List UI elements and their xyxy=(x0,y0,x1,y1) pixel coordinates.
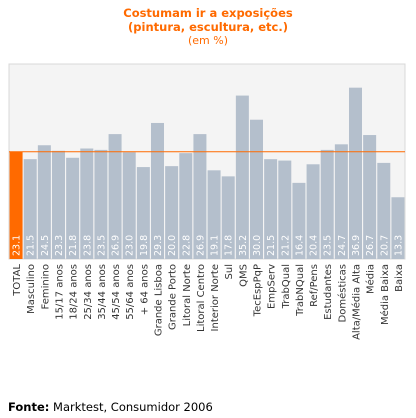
bar-17 xyxy=(250,119,263,259)
source-label: Fonte: xyxy=(8,400,50,414)
bar-16 xyxy=(235,95,249,259)
category-label-21: Ref/Pens xyxy=(309,264,320,307)
value-label-17: 30.0 xyxy=(252,235,263,256)
category-label-0: TOTAL xyxy=(12,264,23,297)
value-label-21: 20.4 xyxy=(309,235,320,256)
value-label-10: 29.3 xyxy=(153,235,164,256)
chart-title-line2: (pintura, escultura, etc.) xyxy=(128,20,288,34)
category-label-12: Litoral Norte xyxy=(182,264,193,326)
value-label-0: 23.1 xyxy=(12,235,23,256)
category-label-6: 35/44 anos xyxy=(97,264,108,320)
value-label-23: 24.7 xyxy=(337,235,348,256)
bar-6 xyxy=(94,149,108,259)
bar-14 xyxy=(207,170,221,259)
bar-3 xyxy=(52,150,65,259)
bar-0 xyxy=(9,151,23,259)
value-label-27: 13.3 xyxy=(393,235,404,256)
bar-13 xyxy=(193,134,207,259)
category-label-25: Média xyxy=(365,264,377,294)
bar-4 xyxy=(66,157,80,259)
bar-15 xyxy=(221,176,235,259)
category-label-23: Domésticas xyxy=(336,264,348,322)
source-text: Marktest, Consumidor 2006 xyxy=(53,400,213,414)
category-label-27: Baixa xyxy=(394,264,405,292)
category-label-26: Média Baixa xyxy=(379,264,391,325)
bar-1 xyxy=(23,159,37,259)
value-label-1: 21.5 xyxy=(26,235,37,256)
value-label-14: 19.1 xyxy=(210,235,221,256)
bar-9 xyxy=(136,167,150,259)
category-label-17: TecEspPqP xyxy=(253,264,264,317)
value-label-15: 17.8 xyxy=(224,235,235,256)
bar-18 xyxy=(264,159,278,259)
value-label-22: 23.5 xyxy=(323,235,334,256)
category-label-1: Masculino xyxy=(26,264,37,314)
value-label-7: 26.9 xyxy=(111,235,122,256)
category-label-2: Feminino xyxy=(40,264,51,309)
value-label-11: 20.0 xyxy=(167,235,178,256)
bar-20 xyxy=(292,182,306,259)
bar-21 xyxy=(306,164,320,259)
value-label-24: 36.9 xyxy=(351,235,362,256)
category-label-11: Grande Porto xyxy=(168,264,179,330)
category-label-10: Grande Lisboa xyxy=(154,264,165,336)
category-label-8: 55/64 anos xyxy=(125,264,136,320)
bar-12 xyxy=(179,153,193,259)
category-label-18: EmpServ xyxy=(267,264,278,309)
category-label-13: Litoral Centro xyxy=(196,264,207,332)
value-label-26: 20.7 xyxy=(379,235,390,256)
value-label-3: 23.3 xyxy=(54,235,65,256)
category-label-7: 45/54 anos xyxy=(111,264,122,320)
category-label-15: Sul xyxy=(224,264,235,279)
bar-7 xyxy=(108,134,122,259)
value-label-5: 23.8 xyxy=(82,235,93,256)
bar-27 xyxy=(391,197,405,259)
bar-19 xyxy=(278,160,292,259)
bar-5 xyxy=(80,148,94,259)
bar-11 xyxy=(165,166,179,259)
bar-25 xyxy=(363,135,377,259)
category-label-22: Estudantes xyxy=(323,264,334,320)
category-label-20: TrabNQual xyxy=(295,264,306,317)
bar-2 xyxy=(37,145,51,259)
value-label-20: 16.4 xyxy=(294,235,305,256)
bar-8 xyxy=(122,152,136,259)
bar-22 xyxy=(320,149,334,259)
category-label-3: 15/17 anos xyxy=(55,264,66,320)
category-label-4: 18/24 anos xyxy=(69,264,80,320)
source-note: Fonte: Marktest, Consumidor 2006 xyxy=(8,400,213,414)
value-label-18: 21.5 xyxy=(266,235,277,256)
chart-subtitle: (em %) xyxy=(187,34,228,47)
value-label-6: 23.5 xyxy=(96,235,107,256)
value-label-2: 24.5 xyxy=(40,235,51,256)
category-label-5: 25/34 anos xyxy=(83,264,94,320)
bar-10 xyxy=(151,122,164,259)
value-label-8: 23.0 xyxy=(125,235,136,256)
bar-26 xyxy=(377,162,391,259)
category-label-16: QMS xyxy=(238,264,249,287)
category-label-14: Interior Norte xyxy=(210,264,221,331)
category-label-9: + 64 anos xyxy=(139,264,150,315)
value-label-13: 26.9 xyxy=(195,235,206,256)
value-label-16: 35.2 xyxy=(238,235,249,256)
bar-24 xyxy=(349,87,362,259)
category-label-24: Alta/Média Alta xyxy=(351,264,363,340)
value-label-9: 19.8 xyxy=(139,235,150,256)
value-label-12: 22.8 xyxy=(181,235,192,256)
bar-23 xyxy=(334,144,348,259)
value-label-4: 21.8 xyxy=(68,235,79,256)
category-label-19: TrabQual xyxy=(281,264,292,309)
chart-title-line1: Costumam ir a exposições xyxy=(123,6,293,20)
value-label-19: 21.2 xyxy=(280,235,291,256)
value-label-25: 26.7 xyxy=(365,235,376,256)
